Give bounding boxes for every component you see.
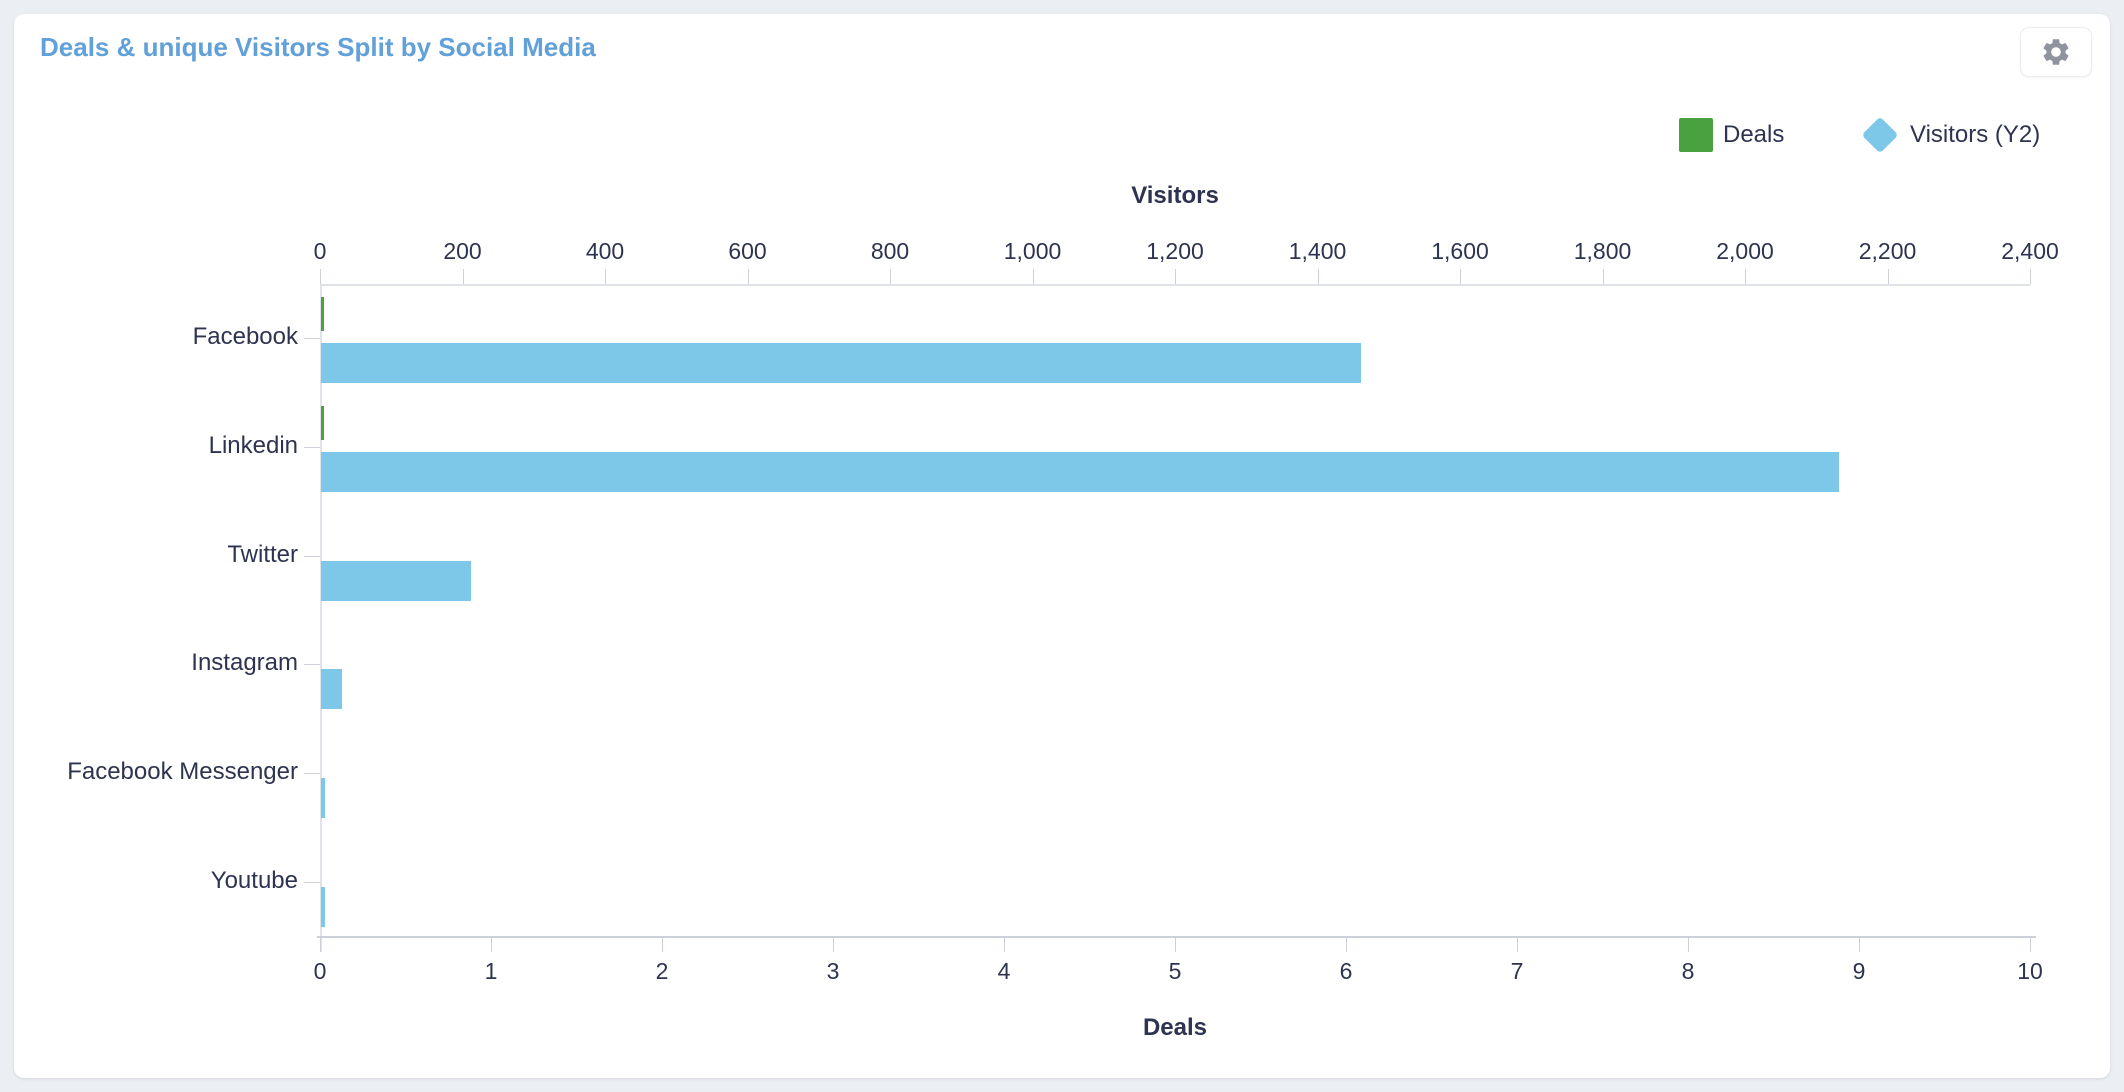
bottom-tick-label: 10 [2017,958,2043,984]
legend-label-visitors: Visitors (Y2) [1910,121,2041,148]
visitors-bar[interactable] [321,343,1362,384]
top-tick-mark [1602,269,1604,284]
top-tick-label: 2,400 [2001,238,2059,264]
top-tick-mark [1887,269,1889,284]
visitors-bar[interactable] [321,778,326,818]
gear-icon [2043,39,2069,65]
category-tick-mark [304,664,320,666]
top-tick-label: 600 [728,238,767,264]
top-tick-label: 1,200 [1146,238,1204,264]
bottom-tick-mark [1346,938,1347,952]
top-axis-title: Visitors [1131,182,1219,209]
category-label: Instagram [191,649,298,677]
top-tick-label: 800 [870,238,910,264]
left-axis-line [320,284,322,952]
visitors-bar[interactable] [321,452,1839,492]
bottom-tick-mark [320,938,321,952]
visitors-bar[interactable] [321,560,471,601]
category-tick-mark [304,881,320,883]
bottom-tick-mark [662,938,663,952]
category-label: Linkedin [208,432,298,459]
category-label: Facebook [192,323,298,351]
top-tick-mark [1460,269,1461,284]
bottom-tick-mark [1175,938,1176,952]
chart-card [14,14,2110,1078]
top-tick-mark [320,269,321,284]
bottom-axis-line [317,936,2036,938]
legend-item-deals[interactable]: Deals [1679,112,1784,158]
bottom-tick-label: 6 [1339,958,1353,984]
visitors-swatch-icon [1860,115,1900,155]
top-axis-line [320,284,2030,286]
top-tick-mark [462,269,464,284]
category-tick-mark [304,338,320,340]
visitors-bar[interactable] [321,886,325,927]
bottom-tick-mark [833,938,834,952]
bottom-tick-mark [2030,938,2031,952]
top-tick-mark [1175,269,1176,284]
legend-label-deals: Deals [1723,121,1785,148]
chart-title[interactable]: Deals & unique Visitors Split by Social … [40,32,596,62]
category-tick-mark [304,555,320,557]
category-label: Facebook Messenger [67,758,298,785]
bottom-tick-label: 0 [313,958,327,984]
bottom-tick-label: 8 [1681,958,1695,984]
top-tick-mark [1745,269,1746,284]
bottom-tick-label: 1 [484,958,498,984]
category-tick-mark [304,447,320,448]
top-tick-label: 1,600 [1431,238,1489,264]
legend-item-visitors[interactable]: Visitors (Y2) [1860,112,2040,158]
top-tick-label: 200 [443,238,482,264]
top-tick-mark [747,269,749,284]
top-tick-mark [605,269,606,284]
top-tick-label: 2,200 [1858,238,1917,264]
top-tick-label: 1,400 [1288,238,1347,264]
top-tick-label: 1,800 [1573,238,1632,264]
bottom-tick-label: 2 [655,958,669,984]
top-tick-label: 0 [313,238,327,264]
deals-bar[interactable] [321,297,325,332]
visitors-bar[interactable] [321,669,343,710]
bottom-tick-mark [1517,938,1518,952]
category-tick-mark [304,773,320,774]
top-tick-mark [1032,269,1034,284]
bottom-tick-mark [1859,938,1860,952]
top-tick-label: 2,000 [1716,238,1774,264]
top-tick-mark [1317,269,1319,284]
top-tick-mark [890,269,891,284]
top-tick-label: 1,000 [1003,238,1062,264]
bottom-tick-label: 5 [1168,958,1182,984]
bottom-tick-label: 9 [1852,958,1866,984]
bottom-tick-mark [491,938,492,952]
category-label: Youtube [210,866,298,894]
bottom-tick-label: 3 [826,958,840,984]
settings-button[interactable] [2020,27,2092,77]
bottom-tick-label: 4 [997,958,1011,984]
deals-swatch-icon [1679,118,1713,152]
deals-bar[interactable] [321,406,325,440]
bottom-tick-mark [1688,938,1689,952]
top-tick-label: 400 [585,238,625,264]
category-label: Twitter [227,540,298,568]
bottom-axis-title: Deals [1142,1014,1208,1041]
bottom-tick-mark [1004,938,1005,952]
top-tick-mark [2030,269,2031,284]
bottom-tick-label: 7 [1510,958,1524,984]
